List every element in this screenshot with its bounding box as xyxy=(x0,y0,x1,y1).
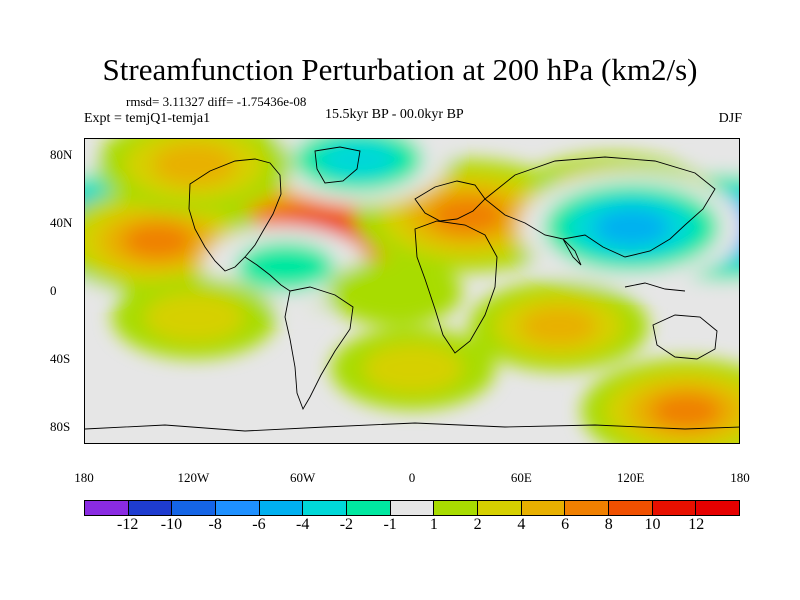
colorbar-cell xyxy=(652,500,697,516)
colorbar-cell xyxy=(259,500,304,516)
lon-tick-label: 120W xyxy=(177,470,210,485)
colorbar-cell xyxy=(172,500,217,516)
colorbar-label: -12 xyxy=(117,516,139,533)
lon-tick-label: 180 xyxy=(730,470,750,485)
colorbar-cell xyxy=(478,500,522,516)
colorbar-cell xyxy=(128,500,173,516)
colorbar-cell xyxy=(434,500,479,516)
lat-tick-label: 0 xyxy=(50,283,57,298)
lat-tick-label: 80N xyxy=(50,147,73,162)
field-contour-8-1 xyxy=(235,241,335,292)
season-label: DJF xyxy=(718,111,742,126)
field-contour-6-3 xyxy=(430,196,506,235)
experiment-label: Expt = temjQ1-temja1 xyxy=(84,111,211,126)
colorbar-label: -6 xyxy=(252,516,266,533)
field-contour-10-2 xyxy=(520,306,598,346)
map-plot xyxy=(84,138,740,444)
colorbar-label: 1 xyxy=(429,516,438,533)
field-contour-14-3 xyxy=(651,393,722,429)
chart-title: Streamfunction Perturbation at 200 hPa (… xyxy=(102,52,698,87)
colorbar-label: -8 xyxy=(208,516,222,533)
colorbar xyxy=(84,500,741,516)
lon-tick-label: 120E xyxy=(616,470,645,485)
field-contour-9-1 xyxy=(144,292,244,343)
colorbar-label: 6 xyxy=(561,516,570,533)
colorbar-label: -10 xyxy=(160,516,183,533)
field-contour-4-3 xyxy=(122,223,193,259)
colorbar-label: 12 xyxy=(688,516,705,533)
field-contour-12-1 xyxy=(363,343,463,394)
lon-tick-label: 60W xyxy=(290,470,316,485)
field-contour-15-2 xyxy=(152,143,237,186)
colorbar-label: 2 xyxy=(473,516,482,533)
field-contour-13-0 xyxy=(327,258,463,326)
colorbar-label: 4 xyxy=(517,516,526,533)
colorbar-label: -2 xyxy=(339,516,354,533)
colorbar-label: -1 xyxy=(383,516,397,533)
lon-tick-label: 180 xyxy=(74,470,94,485)
colorbar-cell xyxy=(696,500,741,516)
colorbar-label: 10 xyxy=(644,516,661,533)
colorbar-cell xyxy=(303,500,348,516)
lon-tick-label: 60E xyxy=(510,470,532,485)
period-label: 15.5kyr BP - 00.0kyr BP xyxy=(325,107,464,122)
colorbar-cell xyxy=(347,500,391,516)
colorbar-label: 8 xyxy=(604,516,613,533)
field-contour-7-3 xyxy=(594,208,670,247)
lat-tick-label: 40N xyxy=(50,215,73,230)
colorbar-cell xyxy=(609,500,653,516)
colorbar-label: -4 xyxy=(295,516,310,533)
colorbar-cell xyxy=(84,500,129,516)
lon-tick-label: 0 xyxy=(408,470,416,485)
stats-label: rmsd= 3.11327 diff= -1.75436e-08 xyxy=(126,94,307,109)
colorbar-cell xyxy=(521,500,566,516)
coastlines xyxy=(85,146,739,432)
lat-tick-label: 80S xyxy=(50,419,71,434)
colorbar-cell xyxy=(390,500,435,516)
colorbar-cell xyxy=(565,500,610,516)
lat-tick-label: 40S xyxy=(50,351,71,366)
colorbar-cell xyxy=(216,500,260,516)
